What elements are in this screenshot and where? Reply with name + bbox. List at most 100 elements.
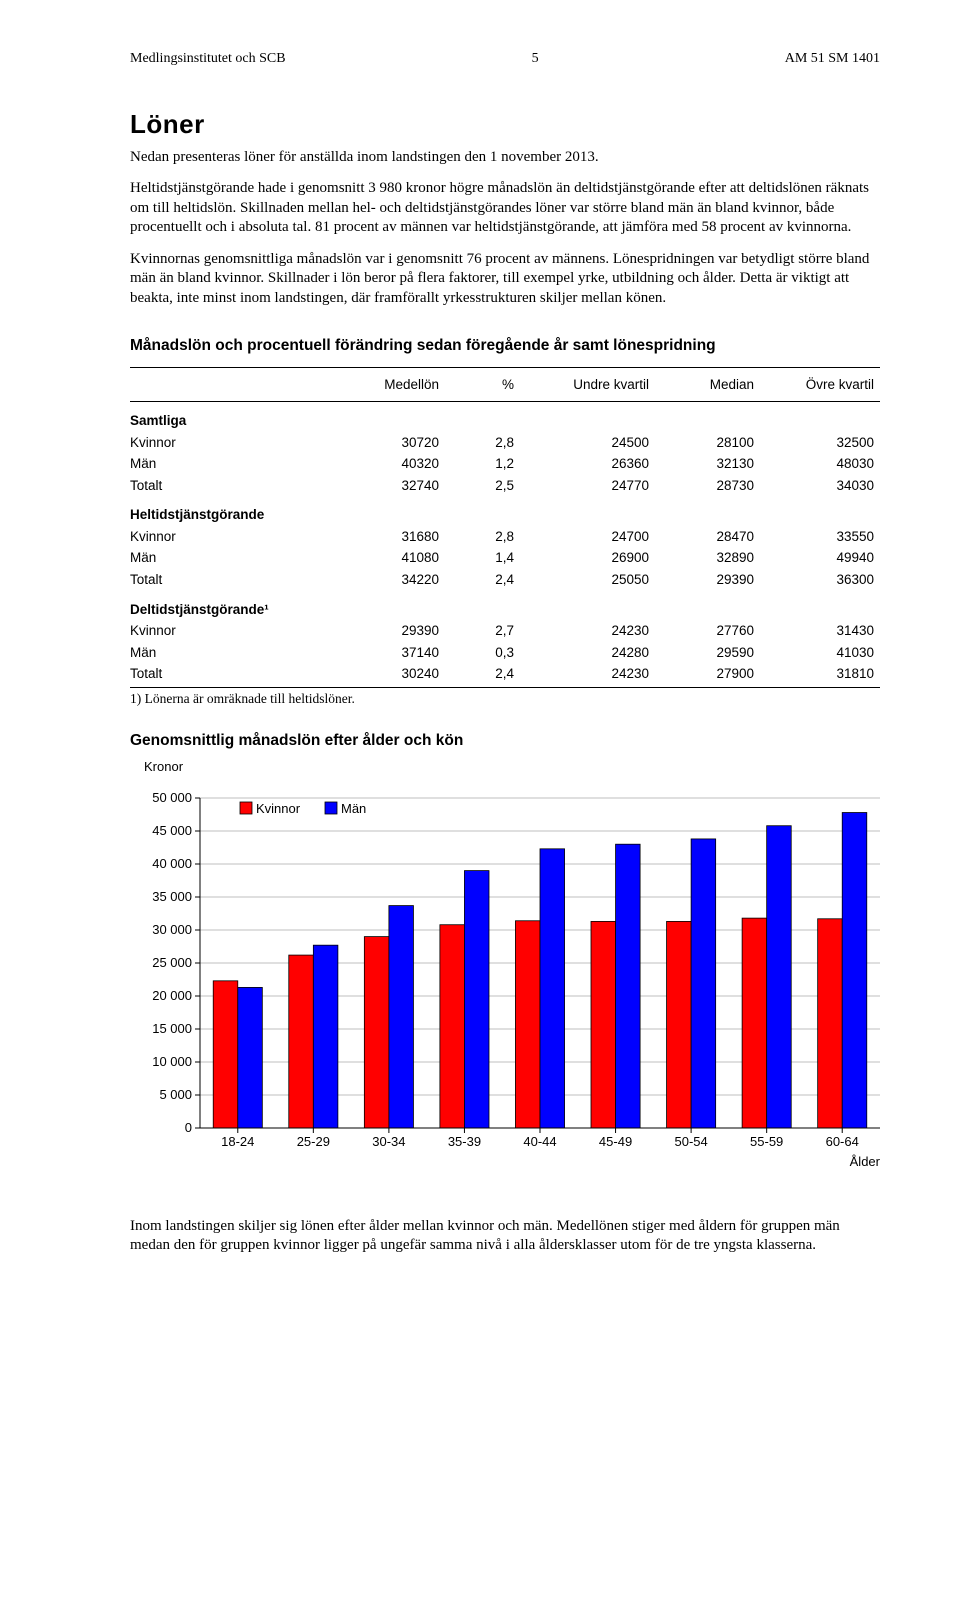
header-center: 5 xyxy=(532,50,539,68)
paragraph: Kvinnornas genomsnittliga månadslön var … xyxy=(130,250,880,309)
table-footnote: 1) Lönerna är omräknade till heltidslöne… xyxy=(130,690,880,708)
table-cell: 2,7 xyxy=(445,620,520,642)
table-cell: 34030 xyxy=(760,475,880,497)
svg-text:30-34: 30-34 xyxy=(372,1134,405,1149)
svg-text:35-39: 35-39 xyxy=(448,1134,481,1149)
table-column-header xyxy=(130,367,340,402)
table-cell: 30240 xyxy=(340,663,445,687)
svg-text:40 000: 40 000 xyxy=(152,856,192,871)
table-cell: Totalt xyxy=(130,475,340,497)
svg-text:20 000: 20 000 xyxy=(152,988,192,1003)
table-column-header: Undre kvartil xyxy=(520,367,655,402)
bar xyxy=(667,922,692,1129)
table-cell: 32130 xyxy=(655,453,760,475)
table-cell: 29390 xyxy=(340,620,445,642)
table-cell: 27900 xyxy=(655,663,760,687)
bar xyxy=(364,937,389,1128)
header-left: Medlingsinstitutet och SCB xyxy=(130,50,286,68)
bar xyxy=(818,919,843,1128)
table-cell: 2,8 xyxy=(445,526,520,548)
table-row: Män410801,4269003289049940 xyxy=(130,547,880,569)
table-cell: 28730 xyxy=(655,475,760,497)
legend-swatch xyxy=(240,802,252,814)
table-cell: 29590 xyxy=(655,642,760,664)
y-axis-label: Kronor xyxy=(144,759,880,776)
table-cell: 29390 xyxy=(655,569,760,591)
bar-chart-svg: 05 00010 00015 00020 00025 00030 00035 0… xyxy=(130,778,895,1188)
table-cell: 27760 xyxy=(655,620,760,642)
legend-swatch xyxy=(325,802,337,814)
chart-title: Genomsnittlig månadslön efter ålder och … xyxy=(130,731,880,751)
table-title: Månadslön och procentuell förändring sed… xyxy=(130,336,880,356)
table-cell: 30720 xyxy=(340,432,445,454)
paragraph: Inom landstingen skiljer sig lönen efter… xyxy=(130,1217,880,1256)
svg-text:40-44: 40-44 xyxy=(523,1134,556,1149)
bar xyxy=(616,845,641,1129)
salary-chart: 05 00010 00015 00020 00025 00030 00035 0… xyxy=(130,778,880,1195)
bar xyxy=(691,839,716,1128)
table-cell: 32500 xyxy=(760,432,880,454)
bar xyxy=(515,921,540,1128)
table-cell: 25050 xyxy=(520,569,655,591)
table-cell: 41030 xyxy=(760,642,880,664)
table-row: Totalt327402,5247702873034030 xyxy=(130,475,880,497)
svg-text:10 000: 10 000 xyxy=(152,1054,192,1069)
svg-text:0: 0 xyxy=(185,1120,192,1135)
svg-text:25-29: 25-29 xyxy=(297,1134,330,1149)
table-row: Totalt302402,4242302790031810 xyxy=(130,663,880,687)
table-cell: Kvinnor xyxy=(130,620,340,642)
table-column-header: Medellön xyxy=(340,367,445,402)
table-column-header: % xyxy=(445,367,520,402)
svg-text:15 000: 15 000 xyxy=(152,1021,192,1036)
svg-text:45 000: 45 000 xyxy=(152,823,192,838)
svg-text:50-54: 50-54 xyxy=(674,1134,707,1149)
paragraph: Heltidstjänstgörande hade i genomsnitt 3… xyxy=(130,179,880,238)
table-cell: 28470 xyxy=(655,526,760,548)
table-cell: 24700 xyxy=(520,526,655,548)
svg-text:45-49: 45-49 xyxy=(599,1134,632,1149)
svg-text:30 000: 30 000 xyxy=(152,922,192,937)
bar xyxy=(238,988,263,1129)
table-cell: 32890 xyxy=(655,547,760,569)
svg-text:60-64: 60-64 xyxy=(826,1134,859,1149)
x-axis-label: Ålder xyxy=(850,1154,881,1169)
table-cell: Män xyxy=(130,547,340,569)
bar xyxy=(289,955,314,1128)
paragraph: Nedan presenteras löner för anställda in… xyxy=(130,148,880,168)
table-row: Kvinnor307202,8245002810032500 xyxy=(130,432,880,454)
table-cell: 36300 xyxy=(760,569,880,591)
table-cell: Totalt xyxy=(130,569,340,591)
table-cell: 28100 xyxy=(655,432,760,454)
table-cell: Kvinnor xyxy=(130,526,340,548)
table-section-header: Deltidstjänstgörande¹ xyxy=(130,591,880,621)
table-row: Totalt342202,4250502939036300 xyxy=(130,569,880,591)
bar xyxy=(742,918,767,1128)
bar xyxy=(313,945,338,1128)
section-heading: Löner xyxy=(130,108,880,142)
table-cell: 41080 xyxy=(340,547,445,569)
svg-text:55-59: 55-59 xyxy=(750,1134,783,1149)
svg-text:50 000: 50 000 xyxy=(152,790,192,805)
svg-text:18-24: 18-24 xyxy=(221,1134,254,1149)
table-cell: 1,2 xyxy=(445,453,520,475)
table-cell: 37140 xyxy=(340,642,445,664)
table-cell: 48030 xyxy=(760,453,880,475)
table-cell: 24230 xyxy=(520,620,655,642)
header-right: AM 51 SM 1401 xyxy=(785,50,880,68)
table-row: Kvinnor293902,7242302776031430 xyxy=(130,620,880,642)
table-cell: 2,8 xyxy=(445,432,520,454)
legend-label: Män xyxy=(341,801,366,816)
table-cell: 40320 xyxy=(340,453,445,475)
table-column-header: Övre kvartil xyxy=(760,367,880,402)
table-cell: Män xyxy=(130,453,340,475)
legend-label: Kvinnor xyxy=(256,801,301,816)
table-header-row: Medellön%Undre kvartilMedianÖvre kvartil xyxy=(130,367,880,402)
table-cell: 31810 xyxy=(760,663,880,687)
bar xyxy=(540,849,565,1128)
table-cell: 24500 xyxy=(520,432,655,454)
bar xyxy=(767,826,792,1128)
table-cell: 32740 xyxy=(340,475,445,497)
bar xyxy=(464,871,489,1128)
table-cell: 31430 xyxy=(760,620,880,642)
table-column-header: Median xyxy=(655,367,760,402)
